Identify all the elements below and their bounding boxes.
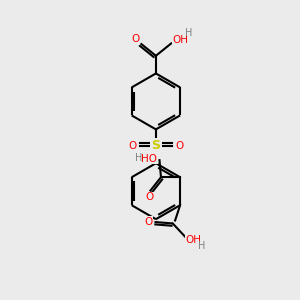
Text: O: O: [146, 192, 154, 202]
Text: HO: HO: [141, 154, 157, 164]
Text: OH: OH: [172, 34, 188, 45]
Text: O: O: [175, 141, 183, 151]
Text: O: O: [131, 34, 140, 44]
Text: S: S: [152, 139, 160, 152]
Text: H: H: [185, 28, 193, 38]
Text: OH: OH: [185, 235, 201, 245]
Text: O: O: [145, 217, 153, 227]
Text: H: H: [135, 153, 142, 163]
Text: O: O: [128, 141, 137, 151]
Text: H: H: [198, 241, 205, 251]
